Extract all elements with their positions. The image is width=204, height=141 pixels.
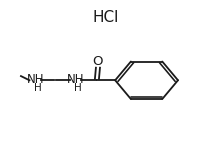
Text: H: H bbox=[34, 83, 41, 93]
Text: NH: NH bbox=[26, 73, 44, 86]
Text: O: O bbox=[93, 55, 103, 68]
Text: NH: NH bbox=[67, 73, 84, 86]
Text: H: H bbox=[74, 83, 82, 93]
Text: HCl: HCl bbox=[93, 10, 119, 25]
